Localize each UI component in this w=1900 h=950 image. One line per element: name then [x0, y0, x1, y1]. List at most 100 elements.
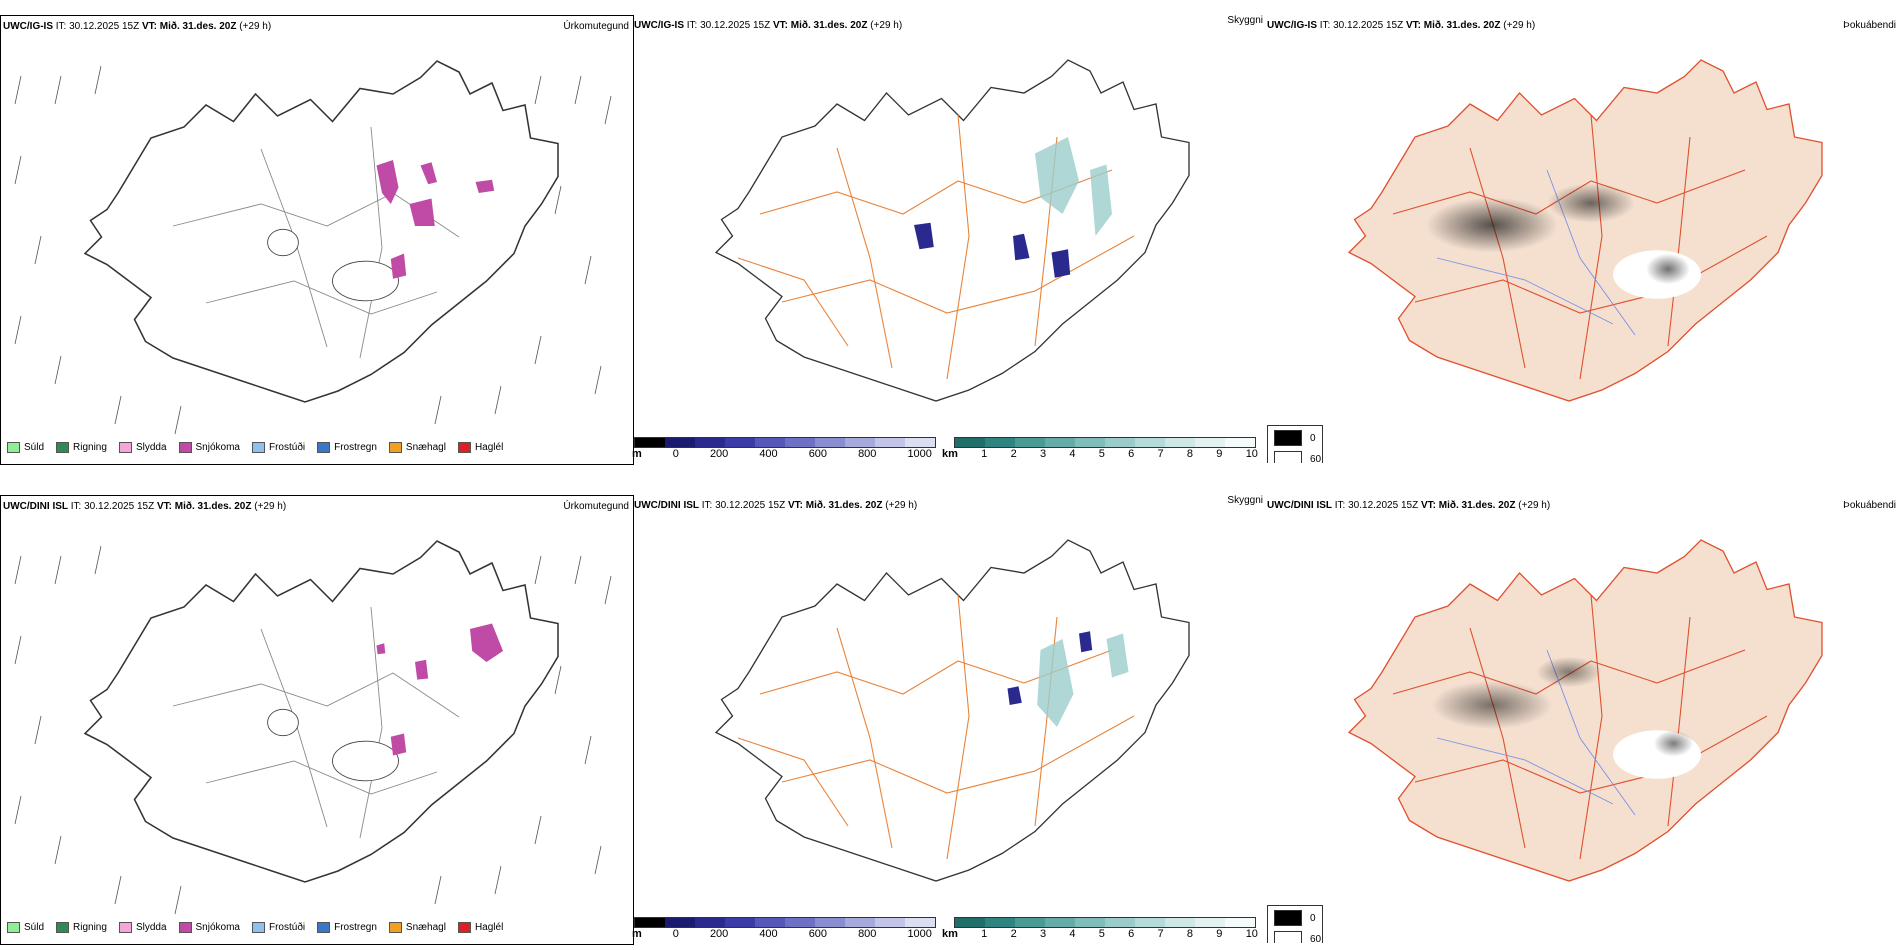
valid-time: Mið. 31.des. 20Z	[1438, 500, 1516, 511]
wind-barbs	[14, 545, 612, 915]
legend-swatch	[118, 442, 132, 453]
legend-swatch	[7, 922, 20, 933]
model-name: UWC/DINI ISL	[634, 500, 699, 511]
legend-swatch	[1274, 931, 1302, 943]
valid-label: VT:	[787, 500, 803, 511]
iceland-map-precip	[84, 540, 559, 883]
legend-swatch	[56, 442, 70, 453]
visibility-ticks: km 1 2 3 4 5 6 7 8 9 10	[942, 928, 1258, 940]
legend-swatch	[1274, 430, 1302, 446]
legend-item: Snæhagl	[388, 922, 446, 933]
panel-title-cloud: Skyggni	[1227, 15, 1263, 26]
valid-label: VT:	[141, 21, 157, 32]
panel-title-precip: Úrkomutegund	[563, 501, 629, 512]
legend-swatch	[388, 442, 402, 453]
legend-swatch	[317, 922, 331, 933]
valid-label: VT:	[1420, 500, 1436, 511]
lead-time: (+29 h)	[885, 500, 918, 511]
legend-swatch	[56, 922, 70, 933]
legend-item: Súld	[7, 922, 44, 933]
lead-time: (+29 h)	[1503, 20, 1536, 31]
precip-panel-row2: UWC/DINI ISL IT: 30.12.2025 15Z VT: Mið.…	[0, 495, 634, 945]
valid-label: VT:	[1405, 20, 1421, 31]
ceiling-colorbar	[634, 917, 936, 928]
legend-swatch	[7, 442, 20, 453]
legend-item: Snjókoma	[178, 442, 240, 453]
legend-item: Frostúði	[251, 922, 305, 933]
lead-time: (+29 h)	[870, 20, 903, 31]
legend-swatch	[1274, 451, 1302, 463]
ceiling-ticks: m 0 200 400 600 800 1000	[632, 448, 932, 460]
iceland-map-precip	[84, 60, 559, 403]
cloud-panel-row2: UWC/DINI ISL IT: 30.12.2025 15Z VT: Mið.…	[632, 495, 1267, 943]
init-time: IT: 30.12.2025 15Z	[686, 20, 771, 31]
visibility-ticks: km 1 2 3 4 5 6 7 8 9 10	[942, 448, 1258, 460]
legend-swatch	[251, 442, 265, 453]
legend-item: Snjókoma	[178, 922, 240, 933]
valid-label: VT:	[772, 20, 788, 31]
panel-title-fog: Þokuábendi	[1843, 20, 1896, 31]
valid-time: Mið. 31.des. 20Z	[174, 501, 252, 512]
panel-title-fog: Þokuábendi	[1843, 500, 1896, 511]
init-time: IT: 30.12.2025 15Z	[55, 21, 140, 32]
fog-legend: 0 60	[1267, 905, 1323, 943]
legend-item: Haglél	[457, 922, 503, 933]
model-name: UWC/IG-IS	[1267, 20, 1317, 31]
legend-item: Frostregn	[317, 922, 377, 933]
legend-swatch	[178, 442, 192, 453]
init-time: IT: 30.12.2025 15Z	[70, 501, 155, 512]
panel-title-cloud: Skyggni	[1227, 495, 1263, 506]
model-name: UWC/DINI ISL	[1267, 500, 1332, 511]
legend-item: Frostúði	[251, 442, 305, 453]
legend-swatch	[317, 442, 331, 453]
iceland-map-fog	[1348, 539, 1823, 882]
fog-legend: 0 60	[1267, 425, 1323, 463]
wind-barbs	[14, 65, 612, 435]
legend-swatch	[1274, 910, 1302, 926]
legend-swatch	[251, 922, 265, 933]
legend-item: Haglél	[457, 442, 503, 453]
legend-swatch	[388, 922, 402, 933]
valid-time: Mið. 31.des. 20Z	[790, 20, 868, 31]
ceiling-ticks: m 0 200 400 600 800 1000	[632, 928, 932, 940]
model-name: UWC/IG-IS	[634, 20, 684, 31]
precip-panel-row1: UWC/IG-IS IT: 30.12.2025 15Z VT: Mið. 31…	[0, 15, 634, 465]
legend-swatch	[118, 922, 132, 933]
lead-time: (+29 h)	[239, 21, 272, 32]
legend-item: Rigning	[56, 442, 107, 453]
legend-item: Rigning	[56, 922, 107, 933]
iceland-map-cloud	[715, 539, 1190, 882]
legend-item: 60	[1274, 451, 1321, 463]
precip-legend: Súld Rigning Slydda Snjókoma Frostúði Fr…	[7, 442, 509, 453]
init-time: IT: 30.12.2025 15Z	[701, 500, 786, 511]
valid-time: Mið. 31.des. 20Z	[159, 21, 237, 32]
precip-legend: Súld Rigning Slydda Snjókoma Frostúði Fr…	[7, 922, 509, 933]
valid-label: VT:	[156, 501, 172, 512]
lead-time: (+29 h)	[254, 501, 287, 512]
panel-title-precip: Úrkomutegund	[563, 21, 629, 32]
legend-item: 60	[1274, 931, 1321, 943]
model-name: UWC/DINI ISL	[3, 501, 68, 512]
model-name: UWC/IG-IS	[3, 21, 53, 32]
legend-item: Súld	[7, 442, 44, 453]
init-time: IT: 30.12.2025 15Z	[1319, 20, 1404, 31]
ceiling-colorbar	[634, 437, 936, 448]
cloud-panel-row1: UWC/IG-IS IT: 30.12.2025 15Z VT: Mið. 31…	[632, 15, 1267, 463]
legend-item: Snæhagl	[388, 442, 446, 453]
legend-item: Slydda	[118, 922, 167, 933]
legend-swatch	[178, 922, 192, 933]
lead-time: (+29 h)	[1518, 500, 1551, 511]
fog-panel-row2: UWC/DINI ISL IT: 30.12.2025 15Z VT: Mið.…	[1265, 495, 1900, 943]
visibility-colorbar	[954, 917, 1256, 928]
init-time: IT: 30.12.2025 15Z	[1334, 500, 1419, 511]
legend-item: 0	[1274, 910, 1316, 926]
legend-item: Frostregn	[317, 442, 377, 453]
visibility-colorbar	[954, 437, 1256, 448]
legend-item: Slydda	[118, 442, 167, 453]
legend-item: 0	[1274, 430, 1316, 446]
valid-time: Mið. 31.des. 20Z	[805, 500, 883, 511]
valid-time: Mið. 31.des. 20Z	[1423, 20, 1501, 31]
iceland-map-fog	[1348, 59, 1823, 402]
fog-panel-row1: UWC/IG-IS IT: 30.12.2025 15Z VT: Mið. 31…	[1265, 15, 1900, 463]
iceland-map-cloud	[715, 59, 1190, 402]
